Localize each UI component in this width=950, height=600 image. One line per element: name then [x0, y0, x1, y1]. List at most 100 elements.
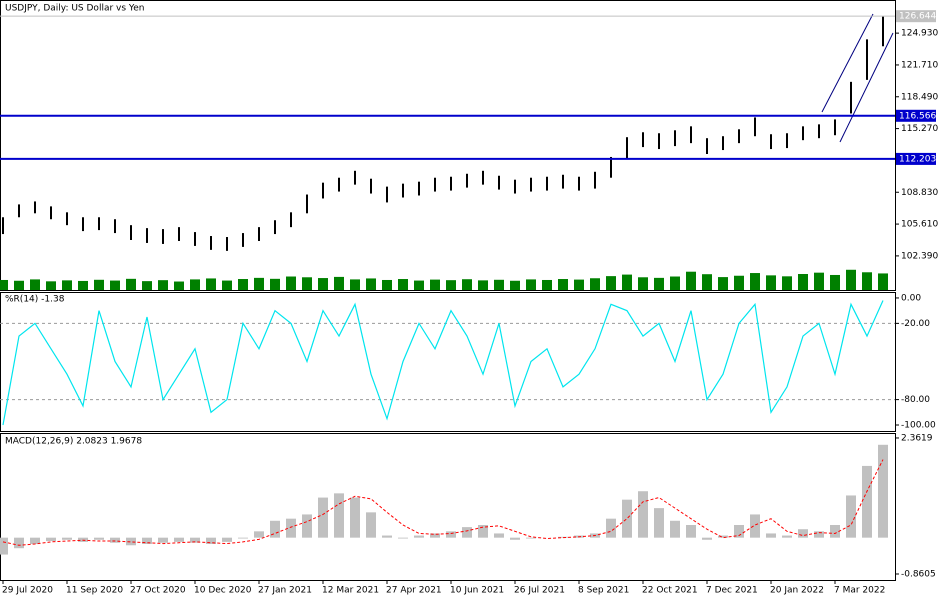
macd-bar: [190, 537, 200, 543]
macd-bar: [750, 514, 760, 538]
volume-bar: [878, 273, 888, 290]
volume-bar: [62, 280, 72, 290]
channel-line: [821, 13, 874, 113]
volume-bar: [462, 279, 472, 290]
price-pane: [0, 0, 896, 291]
x-tick-label: 12 Mar 2021: [322, 586, 379, 596]
volume-bar: [718, 277, 728, 290]
macd-bar: [814, 531, 824, 538]
y-tick-label: 124.930: [901, 29, 938, 39]
volume-bar: [782, 276, 792, 290]
signal-line: [2, 459, 884, 546]
y-tick-label: -0.8605: [901, 569, 936, 579]
macd-bar: [606, 518, 616, 538]
macd-bar: [334, 493, 344, 538]
x-tick-label: 27 Apr 2021: [386, 586, 442, 596]
macd-bar: [494, 533, 504, 538]
volume-bar: [702, 274, 712, 290]
volume-bar: [142, 281, 152, 290]
volume-bar: [270, 278, 280, 290]
macd-bar: [414, 535, 424, 538]
volume-bar: [398, 279, 408, 290]
wpr-line: [2, 300, 884, 426]
macd-bar: [238, 537, 248, 539]
macd-bar: [206, 537, 216, 544]
x-tick-label: 22 Oct 2021: [642, 586, 698, 596]
volume-bar: [350, 279, 360, 290]
volume-bar: [830, 274, 840, 290]
macd-bar: [526, 537, 536, 539]
y-tick-label: 115.270: [901, 124, 938, 134]
volume-bar: [494, 279, 504, 290]
volume-bar: [414, 280, 424, 290]
volume-bar: [478, 280, 488, 290]
volume-bar: [814, 272, 824, 290]
y-tick-label: -20.00: [901, 319, 930, 329]
x-tick-label: 10 Dec 2020: [194, 586, 252, 596]
macd-bar: [782, 535, 792, 538]
macd-bar: [558, 536, 568, 538]
volume-bar: [654, 277, 664, 290]
last-price-box: [896, 10, 936, 23]
macd-bar: [14, 537, 24, 549]
volume-bar: [670, 276, 680, 290]
y-tick-label: 2.3619: [901, 433, 933, 443]
macd-bar: [366, 512, 376, 538]
volume-bar: [14, 280, 24, 290]
macd-bar: [462, 527, 472, 538]
volume-bar: [446, 280, 456, 290]
y-tick-label: 108.830: [901, 188, 938, 198]
macd-bar: [766, 533, 776, 538]
price-title: USDJPY, Daily: US Dollar vs Yen: [5, 4, 144, 14]
y-tick-label: 0.00: [901, 293, 921, 303]
volume-bar: [430, 279, 440, 290]
volume-bar: [254, 277, 264, 290]
macd-bar: [398, 537, 408, 539]
macd-bar: [654, 508, 664, 538]
macd-bar: [46, 537, 56, 542]
x-tick-label: 11 Sep 2020: [66, 586, 123, 596]
x-tick-label: 20 Jan 2022: [770, 586, 824, 596]
x-tick-label: 10 Jun 2021: [450, 586, 504, 596]
y-tick-label: -80.00: [901, 395, 930, 405]
level-label-box: [896, 152, 936, 165]
volume-bar: [110, 280, 120, 290]
x-tick-label: 7 Mar 2022: [834, 586, 885, 596]
y-tick-label: 121.710: [901, 60, 938, 70]
macd-pane: [0, 433, 896, 581]
volume-bar: [606, 276, 616, 290]
macd-bar: [638, 491, 648, 538]
volume-bar: [302, 277, 312, 290]
volume-bar: [382, 279, 392, 290]
volume-bar: [686, 271, 696, 290]
macd-bar: [702, 537, 712, 540]
macd-bar: [62, 537, 72, 540]
macd-bar: [382, 535, 392, 538]
macd-bar: [862, 465, 872, 538]
volume-bar: [558, 279, 568, 290]
x-tick-label: 27 Jan 2021: [258, 586, 312, 596]
macd-bar: [302, 514, 312, 538]
volume-bar: [30, 279, 40, 290]
macd-bar: [94, 537, 104, 540]
macd-bar: [430, 533, 440, 538]
macd-bar: [142, 537, 152, 544]
volume-bar: [574, 279, 584, 290]
macd-bar: [30, 537, 40, 544]
volume-bar: [766, 275, 776, 290]
macd-bar: [350, 497, 360, 538]
volume-bar: [126, 278, 136, 290]
x-tick-label: 26 Jul 2021: [514, 586, 565, 596]
volume-bar: [0, 279, 8, 290]
volume-bar: [238, 279, 248, 290]
volume-bar: [174, 281, 184, 290]
volume-bar: [318, 278, 328, 290]
volume-bar: [542, 279, 552, 290]
macd-bar: [670, 520, 680, 538]
macd-title: MACD(12,26,9) 2.0823 1.9678: [5, 437, 142, 447]
volume-bar: [334, 276, 344, 290]
level-label: 112.203: [899, 154, 936, 164]
macd-bar: [126, 537, 136, 546]
volume-bar: [190, 279, 200, 290]
